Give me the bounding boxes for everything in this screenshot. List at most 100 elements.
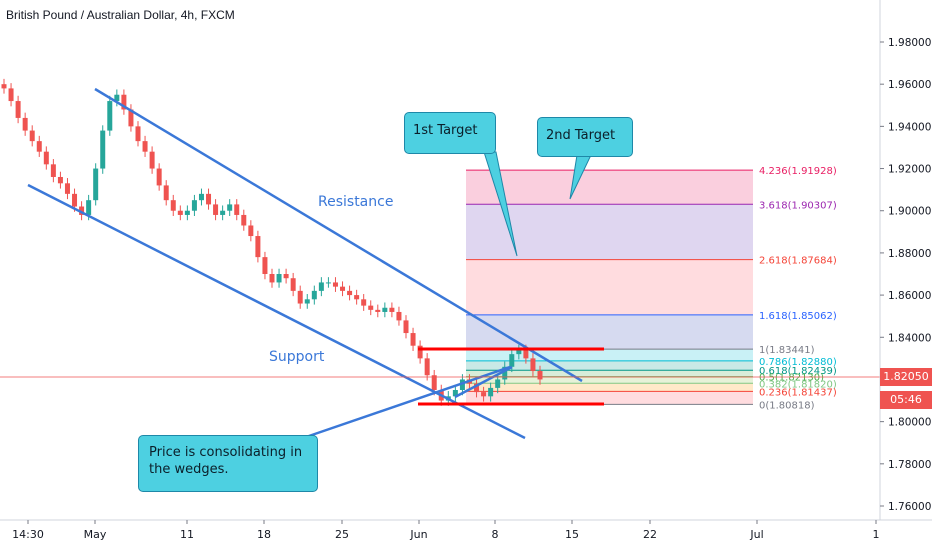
- time-tick-label: Jul: [749, 528, 763, 541]
- candle-body: [340, 286, 346, 291]
- support-label: Support: [269, 349, 325, 365]
- time-axis[interactable]: [0, 520, 880, 550]
- fib-band: [466, 259, 753, 315]
- consolidation-note-callout[interactable]: Price is consolidating in the wedges.: [138, 435, 318, 492]
- time-tick-label: 25: [335, 528, 349, 541]
- candle-body: [537, 371, 543, 380]
- candle-body: [234, 204, 240, 215]
- price-tick-label: 1.88000: [888, 248, 931, 260]
- time-tick-label: 11: [180, 528, 194, 541]
- candle-body: [396, 311, 402, 321]
- resistance-label: Resistance: [318, 194, 394, 210]
- candle-body: [276, 274, 282, 283]
- support-trendline[interactable]: [27, 183, 526, 440]
- time-tick-label: May: [84, 528, 107, 541]
- candle-body: [509, 354, 515, 367]
- candle-body: [452, 390, 458, 397]
- target1-callout[interactable]: 1st Target: [404, 112, 496, 154]
- fib-level-label: 3.618(1.90307): [759, 200, 837, 211]
- candle-body: [163, 185, 169, 201]
- fib-level-label: 4.236(1.91928): [759, 166, 837, 177]
- fib-level-label: 0.5(1.82130): [759, 373, 824, 384]
- price-axis[interactable]: [880, 0, 932, 520]
- time-tick-label: 1: [873, 528, 880, 541]
- candle-body: [290, 278, 296, 291]
- fibonacci-extension-zone[interactable]: 4.236(1.91928) 3.618(1.90307) 2.618(1.8768…: [466, 166, 837, 411]
- candle-body: [495, 379, 501, 388]
- candle-body: [431, 375, 437, 390]
- candle-body: [100, 130, 106, 169]
- price-tick-label: 1.84000: [888, 332, 931, 344]
- fib-band: [466, 370, 753, 377]
- candle-body: [114, 94, 120, 102]
- candle-body: [149, 151, 155, 169]
- time-axis-labels: 14:30 May 11 18 25 Jun 8 15 22 Jul 1: [12, 520, 880, 541]
- candle-body: [248, 225, 254, 237]
- candle-body: [368, 305, 374, 310]
- price-tick-label: 1.92000: [888, 164, 931, 176]
- candle-body: [410, 333, 416, 346]
- candle-body: [311, 290, 317, 300]
- fib-band: [466, 383, 753, 392]
- candle-body: [325, 282, 331, 284]
- candle-body: [36, 141, 42, 152]
- bar-countdown-tag: 05:46: [880, 391, 932, 409]
- candle-body: [227, 204, 233, 211]
- candle-body: [93, 168, 99, 201]
- fib-level-label: 1(1.83441): [759, 345, 815, 356]
- fib-band: [466, 376, 753, 384]
- time-tick-label: 8: [492, 528, 499, 541]
- fib-level-label: 0.382(1.81820): [759, 379, 837, 390]
- candle-body: [191, 200, 197, 211]
- fib-band: [466, 170, 753, 205]
- resistance-trendline[interactable]: [94, 87, 583, 383]
- candle-body: [516, 349, 522, 355]
- time-tick-label: 22: [643, 528, 657, 541]
- price-tick-label: 1.78000: [888, 459, 931, 471]
- fib-band: [466, 204, 753, 260]
- candle-body: [375, 309, 381, 312]
- candle-body: [283, 274, 289, 279]
- candle-body: [121, 94, 127, 110]
- fib-band: [466, 349, 753, 361]
- candle-body: [128, 109, 134, 127]
- price-tick-label: 1.90000: [888, 206, 931, 218]
- target2-callout[interactable]: 2nd Target: [537, 117, 633, 157]
- candle-body: [50, 164, 56, 177]
- candle-body: [107, 101, 113, 131]
- fib-band: [466, 391, 753, 405]
- candle-body: [269, 274, 275, 283]
- price-tick-label: 1.86000: [888, 290, 931, 302]
- candle-body: [523, 349, 529, 359]
- candle-body: [64, 183, 70, 194]
- fib-level-label: 0.236(1.81437): [759, 387, 837, 398]
- fib-band: [466, 314, 753, 350]
- wedge-lower-trendline[interactable]: [454, 365, 513, 399]
- candle-body: [156, 168, 162, 186]
- fib-level-label: 1.618(1.85062): [759, 311, 837, 322]
- candle-body: [318, 282, 324, 291]
- fib-level-label: 0(1.80818): [759, 400, 815, 411]
- time-tick-label: 14:30: [12, 528, 44, 541]
- price-tick-label: 1.80000: [888, 417, 931, 429]
- candle-body: [184, 210, 190, 215]
- fib-level-label: 2.618(1.87684): [759, 256, 837, 267]
- candle-body: [22, 117, 28, 131]
- candle-body: [417, 345, 423, 359]
- candle-body: [347, 290, 353, 296]
- candle-body: [361, 299, 367, 306]
- price-tick-label: 1.96000: [888, 79, 931, 91]
- candle-body: [459, 379, 465, 390]
- price-tick-label: 1.94000: [888, 121, 931, 133]
- candle-body: [198, 193, 204, 201]
- chart-title: British Pound / Australian Dollar, 4h, F…: [6, 8, 235, 22]
- fib-level-label: 0.618(1.82439): [759, 366, 837, 377]
- candle-body: [86, 200, 92, 215]
- current-price-tag: 1.82050: [880, 368, 932, 386]
- candle-body: [15, 101, 21, 118]
- candle-body: [297, 290, 303, 304]
- candle-body: [354, 295, 360, 300]
- candle-body: [403, 320, 409, 334]
- candle-body: [502, 366, 508, 380]
